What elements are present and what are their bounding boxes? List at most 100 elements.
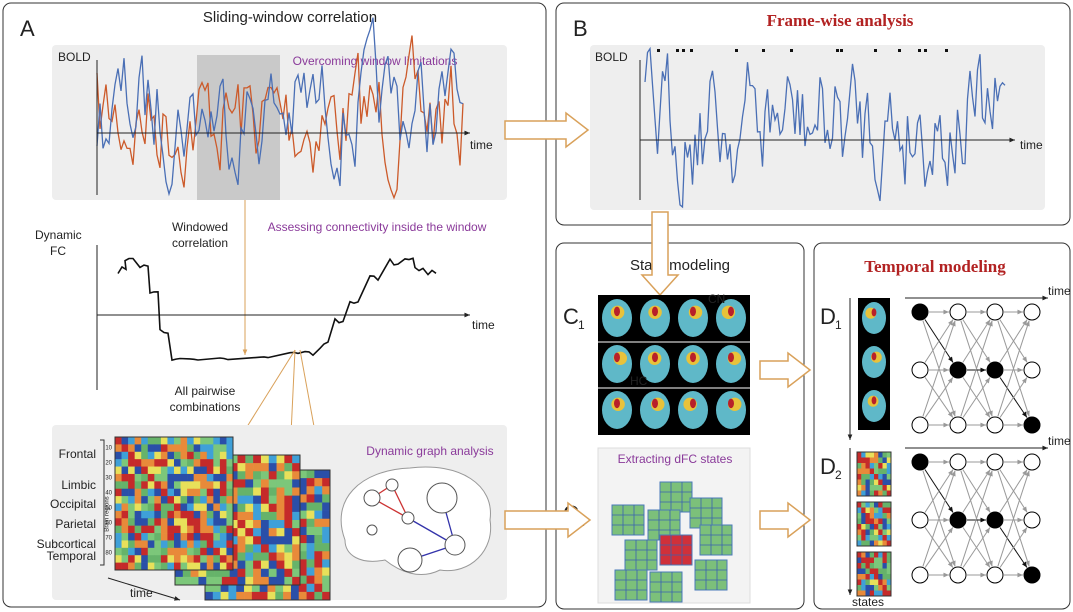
matrix-cell <box>207 444 214 452</box>
matrix-cell <box>187 452 194 460</box>
matrix-cell <box>878 574 883 580</box>
matrix-cell <box>870 508 875 514</box>
matrix-cell <box>284 479 292 487</box>
matrix-cell <box>866 580 871 586</box>
brain-peak <box>728 399 734 409</box>
matrix-cell <box>870 452 875 458</box>
matrix-cell <box>135 467 142 475</box>
matrix-cell <box>322 511 330 519</box>
matrix-cell <box>220 555 227 563</box>
matrix-cell <box>238 544 246 552</box>
matrix-cell <box>866 574 871 580</box>
matrix-cell <box>866 558 871 564</box>
matrix-cell <box>141 489 148 497</box>
matrix-cell <box>213 437 220 445</box>
matrix-cell <box>314 519 322 527</box>
matrix-cell <box>874 502 879 508</box>
matrix-cell <box>253 488 261 496</box>
matrix-cell <box>878 508 883 514</box>
matrix-cell <box>874 585 879 591</box>
matrix-cell <box>292 479 300 487</box>
matrix-cell <box>115 533 122 541</box>
matrix-cell <box>181 526 188 534</box>
matrix-cell <box>154 540 161 548</box>
brain-peak <box>614 307 620 317</box>
matrix-cell <box>194 496 201 504</box>
matrix-cell <box>181 481 188 489</box>
matrix-cell <box>220 459 227 467</box>
matrix-cell <box>148 459 155 467</box>
matrix-cell <box>200 467 207 475</box>
region-label: Limbic <box>61 478 96 492</box>
matrix-cell <box>174 496 181 504</box>
matrix-cell <box>161 444 168 452</box>
matrix-cell <box>878 558 883 564</box>
matrix-cell <box>269 544 277 552</box>
matrix-cell <box>861 530 866 536</box>
matrix-cell <box>307 543 315 551</box>
matrix-cell <box>253 569 261 577</box>
matrix-cell <box>277 471 285 479</box>
matrix-cell <box>314 584 322 592</box>
matrix-cell <box>861 558 866 564</box>
brain-peak <box>614 353 620 363</box>
matrix-cell <box>861 491 866 497</box>
matrix-cell <box>874 480 879 486</box>
matrix-cell <box>135 511 142 519</box>
matrix-cell <box>261 520 269 528</box>
matrix-cell <box>870 563 875 569</box>
matrix-cell <box>861 519 866 525</box>
matrix-cell <box>213 504 220 512</box>
event-dot <box>924 49 927 52</box>
matrix-cell <box>220 504 227 512</box>
matrix-cell <box>221 592 229 600</box>
brain-peak <box>652 399 658 409</box>
matrix-cell <box>187 467 194 475</box>
matrix-cell <box>181 489 188 497</box>
tick-label: 20 <box>105 461 112 467</box>
matrix-cell <box>883 563 888 569</box>
matrix-cell <box>322 494 330 502</box>
matrix-cell <box>200 563 207 571</box>
matrix-cell <box>187 518 194 526</box>
matrix-cell <box>122 437 129 445</box>
matrix-cell <box>268 592 276 600</box>
matrix-cell <box>277 463 285 471</box>
state-node <box>950 417 966 433</box>
matrix-cell <box>277 553 285 561</box>
matrix-cell <box>261 536 269 544</box>
event-dot <box>874 49 877 52</box>
matrix-cell <box>154 518 161 526</box>
matrix-cell <box>174 467 181 475</box>
matrix-cell <box>874 552 879 558</box>
matrix-cell <box>135 563 142 571</box>
state-node <box>1024 567 1040 583</box>
matrix-cell <box>207 481 214 489</box>
matrix-cell <box>314 551 322 559</box>
matrix-cell <box>200 444 207 452</box>
matrix-cell <box>174 533 181 541</box>
matrix-cell <box>307 486 315 494</box>
matrix-cell <box>245 544 253 552</box>
matrix-cell <box>148 563 155 571</box>
matrix-cell <box>322 559 330 567</box>
matrix-cell <box>874 508 879 514</box>
brain-slice <box>716 391 746 429</box>
matrix-cell <box>870 519 875 525</box>
matrix-cell <box>878 524 883 530</box>
matrix-cell <box>269 496 277 504</box>
matrix-cell <box>245 569 253 577</box>
matrix-cell <box>874 452 879 458</box>
matrix-cell <box>115 444 122 452</box>
matrix-cell <box>174 459 181 467</box>
matrix-cell <box>857 574 862 580</box>
matrix-cell <box>861 513 866 519</box>
matrix-cell <box>167 452 174 460</box>
matrix-cell <box>187 444 194 452</box>
matrix-cell <box>878 563 883 569</box>
matrix-cell <box>213 511 220 519</box>
matrix-cell <box>874 535 879 541</box>
matrix-cell <box>861 585 866 591</box>
matrix-cell <box>181 474 188 482</box>
matrix-cell <box>148 504 155 512</box>
